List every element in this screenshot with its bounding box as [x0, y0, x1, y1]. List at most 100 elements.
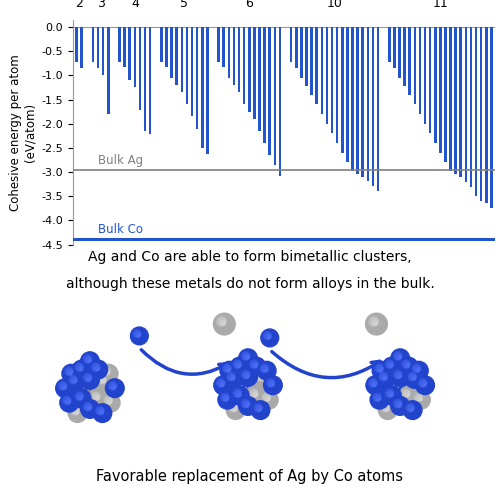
Circle shape	[75, 363, 84, 371]
Circle shape	[100, 411, 103, 414]
Bar	[160, 27, 162, 62]
Circle shape	[62, 365, 80, 383]
Circle shape	[422, 383, 426, 386]
Bar	[290, 27, 292, 62]
Circle shape	[252, 392, 258, 397]
Circle shape	[394, 370, 402, 379]
Circle shape	[391, 397, 409, 415]
Circle shape	[251, 401, 270, 419]
Circle shape	[265, 333, 271, 339]
Circle shape	[99, 377, 106, 383]
Circle shape	[93, 364, 100, 371]
Bar	[404, 27, 406, 86]
Circle shape	[406, 393, 409, 396]
Text: Ag and Co are able to form bimetallic clusters,: Ag and Co are able to form bimetallic cl…	[88, 250, 412, 264]
Circle shape	[108, 400, 112, 404]
Circle shape	[68, 404, 87, 422]
Circle shape	[79, 396, 82, 399]
Circle shape	[407, 394, 409, 396]
Circle shape	[388, 392, 393, 397]
Bar	[305, 27, 308, 86]
Circle shape	[262, 366, 268, 372]
Circle shape	[233, 408, 236, 411]
Bar	[393, 27, 396, 68]
Circle shape	[60, 393, 78, 412]
Circle shape	[76, 364, 83, 371]
Bar	[346, 27, 348, 163]
Circle shape	[399, 375, 400, 377]
Circle shape	[93, 404, 112, 422]
Bar	[253, 27, 256, 119]
Circle shape	[403, 361, 410, 368]
Circle shape	[386, 389, 394, 398]
Circle shape	[218, 390, 236, 409]
Circle shape	[386, 409, 388, 411]
Circle shape	[229, 404, 237, 412]
Circle shape	[379, 372, 388, 381]
Bar	[316, 27, 318, 104]
Circle shape	[226, 368, 230, 371]
Bar	[326, 27, 328, 124]
Circle shape	[222, 384, 224, 386]
Circle shape	[250, 389, 258, 398]
Circle shape	[382, 375, 387, 380]
Circle shape	[84, 403, 92, 411]
Circle shape	[106, 371, 110, 374]
Circle shape	[108, 382, 116, 390]
Circle shape	[222, 395, 229, 401]
Circle shape	[382, 357, 401, 376]
Circle shape	[242, 400, 250, 408]
Circle shape	[112, 386, 116, 389]
Circle shape	[366, 376, 384, 395]
Circle shape	[130, 327, 148, 345]
Circle shape	[268, 399, 269, 400]
Circle shape	[391, 368, 409, 386]
Circle shape	[76, 412, 78, 413]
Circle shape	[412, 390, 430, 409]
Circle shape	[395, 371, 402, 378]
Circle shape	[411, 375, 416, 380]
Bar	[128, 27, 131, 80]
Circle shape	[266, 397, 270, 401]
Bar	[376, 27, 380, 191]
Text: Bulk Co: Bulk Co	[98, 223, 143, 236]
Circle shape	[84, 356, 91, 363]
Circle shape	[246, 405, 248, 407]
Bar	[434, 27, 436, 143]
Circle shape	[238, 394, 240, 396]
Circle shape	[72, 389, 91, 408]
Circle shape	[374, 384, 376, 386]
Circle shape	[88, 359, 90, 362]
Circle shape	[76, 393, 83, 400]
Circle shape	[254, 364, 257, 368]
Bar	[475, 27, 478, 196]
Bar	[429, 27, 432, 133]
Circle shape	[88, 378, 90, 380]
Circle shape	[414, 366, 420, 372]
Circle shape	[264, 368, 268, 371]
Circle shape	[420, 399, 422, 400]
Bar	[107, 27, 110, 114]
Circle shape	[136, 332, 140, 337]
Circle shape	[214, 313, 235, 335]
Circle shape	[416, 376, 434, 395]
Circle shape	[266, 370, 267, 371]
Circle shape	[403, 390, 410, 397]
Circle shape	[412, 409, 413, 411]
Circle shape	[378, 399, 380, 400]
Circle shape	[93, 393, 100, 400]
Circle shape	[110, 402, 111, 403]
Circle shape	[228, 374, 235, 380]
Circle shape	[246, 375, 248, 377]
Circle shape	[383, 376, 386, 380]
Circle shape	[269, 381, 274, 386]
Circle shape	[138, 334, 140, 336]
Circle shape	[265, 396, 270, 401]
Circle shape	[415, 367, 420, 372]
Bar	[264, 27, 266, 143]
Circle shape	[408, 372, 416, 381]
Circle shape	[216, 379, 225, 387]
Circle shape	[238, 368, 258, 386]
Circle shape	[251, 390, 258, 397]
Circle shape	[61, 384, 66, 389]
